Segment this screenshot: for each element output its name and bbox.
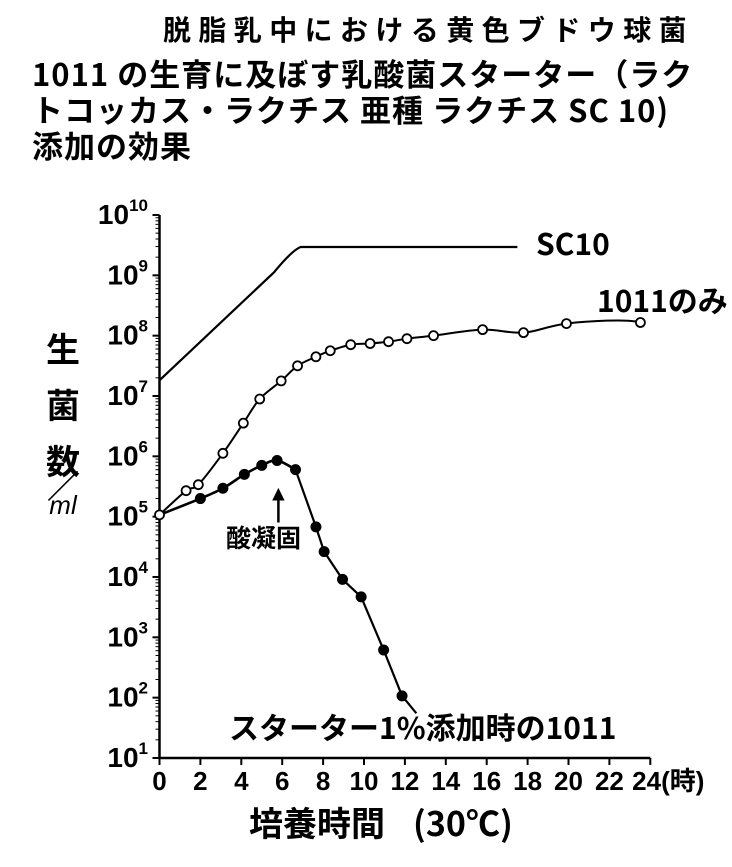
svg-text:24(時): 24(時)	[632, 766, 704, 796]
svg-text:22: 22	[595, 766, 624, 796]
svg-text:20: 20	[554, 766, 583, 796]
svg-text:培養時間(30℃): 培養時間 (30℃)	[249, 797, 513, 846]
svg-text:ml: ml	[49, 490, 78, 520]
svg-text:10: 10	[350, 766, 379, 796]
svg-text:107: 107	[107, 377, 148, 411]
svg-text:105: 105	[107, 498, 148, 532]
svg-text:108: 108	[107, 317, 148, 351]
svg-text:12: 12	[390, 766, 419, 796]
svg-text:スターター1%添加時の1011: スターター1%添加時の1011	[229, 704, 616, 748]
svg-text:18: 18	[513, 766, 542, 796]
svg-text:生: 生	[46, 323, 80, 372]
svg-text:109: 109	[107, 256, 148, 290]
svg-text:酸凝固: 酸凝固	[226, 519, 301, 555]
svg-text:14: 14	[431, 766, 460, 796]
svg-text:1010: 1010	[98, 196, 148, 230]
svg-text:106: 106	[107, 437, 148, 471]
svg-text:菌: 菌	[46, 379, 80, 428]
svg-text:103: 103	[107, 618, 148, 652]
svg-text:4: 4	[234, 766, 249, 796]
svg-text:101: 101	[107, 739, 148, 773]
svg-text:0: 0	[152, 766, 166, 796]
svg-text:SC10: SC10	[536, 220, 610, 264]
svg-text:8: 8	[316, 766, 330, 796]
svg-text:6: 6	[275, 766, 289, 796]
svg-text:104: 104	[107, 558, 148, 592]
svg-text:1011のみ: 1011のみ	[597, 277, 728, 321]
svg-text:16: 16	[472, 766, 501, 796]
svg-text:2: 2	[193, 766, 207, 796]
svg-text:102: 102	[107, 679, 148, 713]
